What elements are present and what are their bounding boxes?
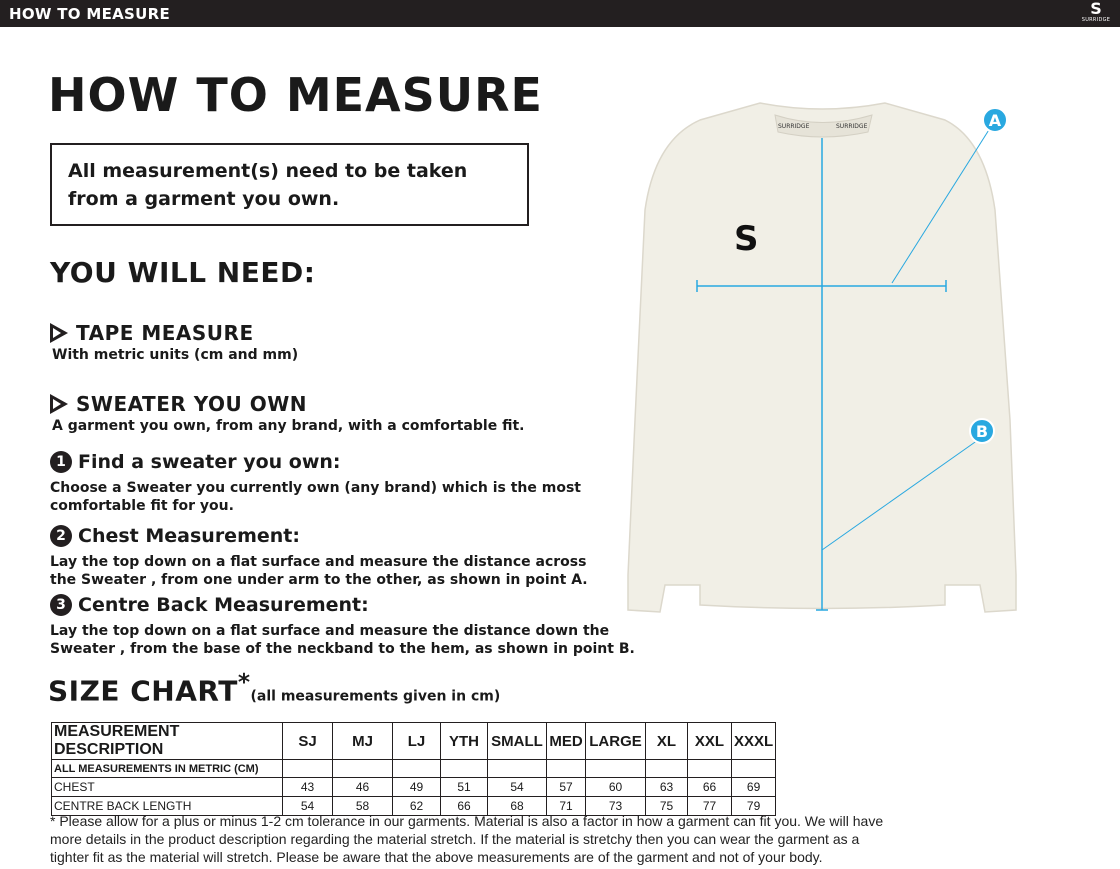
number-badge-icon: 1 <box>50 451 72 473</box>
number-badge-icon: 3 <box>50 594 72 616</box>
size-chart-table: MEASUREMENT DESCRIPTION SJ MJ LJ YTH SMALL MED… <box>51 722 777 816</box>
point-b-marker: B <box>969 418 995 444</box>
brand-logo-icon: S <box>734 219 759 259</box>
sweater-diagram: SURRIDGE SURRIDGE S A B <box>627 102 1017 613</box>
step-2: 2 Chest Measurement: Lay the top down on … <box>50 525 588 588</box>
header-title: HOW TO MEASURE <box>9 5 171 23</box>
number-badge-icon: 2 <box>50 525 72 547</box>
svg-text:A: A <box>989 111 1002 130</box>
note-box: All measurement(s) need to be taken from… <box>50 143 529 226</box>
surridge-logo: S SURRIDGE <box>1081 0 1111 24</box>
need-item-sweater: SWEATER YOU OWN A garment you own, from … <box>50 392 525 434</box>
you-will-need-heading: YOU WILL NEED: <box>50 256 316 289</box>
top-bar: HOW TO MEASURE S SURRIDGE <box>0 0 1120 27</box>
need-item-tape-measure: TAPE MEASURE With metric units (cm and m… <box>50 321 299 363</box>
table-row: CHEST 43 46 49 51 54 57 60 63 66 69 <box>51 777 777 797</box>
footnote: * Please allow for a plus or minus 1-2 c… <box>50 813 884 865</box>
table-header-row: MEASUREMENT DESCRIPTION SJ MJ LJ YTH SMALL MED… <box>51 722 777 760</box>
svg-text:B: B <box>976 422 988 441</box>
svg-text:SURRIDGE: SURRIDGE <box>836 123 868 130</box>
step-3: 3 Centre Back Measurement: Lay the top do… <box>50 594 635 657</box>
svg-text:SURRIDGE: SURRIDGE <box>778 123 810 130</box>
step-1: 1 Find a sweater you own: Choose a Sweate… <box>50 451 581 514</box>
table-row: ALL MEASUREMENTS IN METRIC (CM) <box>51 759 777 778</box>
triangle-bullet-icon <box>50 394 68 414</box>
point-a-marker: A <box>982 107 1008 133</box>
table-row: CENTRE BACK LENGTH 54 58 62 66 68 71 73 75 77 79 <box>51 796 777 816</box>
size-chart-heading: SIZE CHART*(all measurements given in cm… <box>48 668 501 708</box>
triangle-bullet-icon <box>50 323 68 343</box>
page-title: HOW TO MEASURE <box>48 68 543 122</box>
